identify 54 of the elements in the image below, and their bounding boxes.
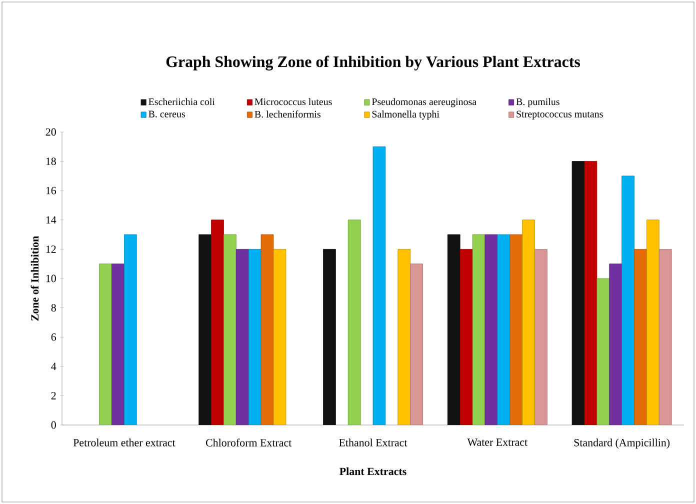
y-tick-label: 6: [51, 333, 56, 341]
x-tick-label: Standard (Ampicillin): [574, 438, 670, 449]
bar: [510, 234, 522, 425]
y-tick-label: 20: [46, 128, 56, 136]
legend-label: Escheriichia coli: [148, 98, 215, 106]
y-tick-label: 10: [46, 274, 56, 282]
bar: [460, 249, 473, 425]
bar: [398, 249, 411, 425]
y-tick-label: 4: [51, 362, 56, 370]
bar: [248, 249, 262, 425]
x-tick-label: Chloroform Extract: [206, 438, 292, 446]
bar: [584, 161, 598, 425]
x-tick-label: Petroleum ether extract: [73, 438, 176, 446]
y-tick-label: 0: [51, 421, 56, 429]
y-tick-label: 2: [51, 392, 56, 400]
x-tick-label: Water Extract: [467, 438, 528, 446]
bar: [646, 220, 660, 425]
bar: [658, 249, 672, 425]
y-tick-label: 8: [51, 304, 56, 312]
legend-label: Streptococcus mutans: [516, 110, 603, 120]
x-axis-title: Plant Extracts: [340, 467, 406, 476]
legend-label: B. pumilus: [516, 98, 560, 108]
chart-title: Graph Showing Zone of Inhibition by Various Plant Extracts: [166, 56, 580, 70]
bar: [472, 234, 486, 425]
legend-label: Salmonella typhi: [372, 110, 440, 120]
bar: [124, 234, 137, 425]
bar: [497, 234, 510, 425]
legend-label: Micrococcus luteus: [254, 98, 332, 106]
bar: [622, 176, 634, 425]
bar: [534, 249, 548, 425]
bar: [99, 264, 112, 425]
bar: [348, 220, 361, 425]
bar: [596, 278, 610, 425]
bar: [236, 249, 249, 425]
legend-label: Pseudomonas aereuginosa: [372, 98, 476, 108]
bar: [484, 234, 498, 425]
bar: [634, 249, 647, 425]
x-tick-label: Ethanol Extract: [339, 438, 408, 446]
bar: [522, 220, 535, 425]
bar: [112, 264, 124, 425]
bar: [224, 234, 236, 425]
legend-label: B. cereus: [148, 110, 186, 118]
y-tick-label: 14: [46, 216, 56, 224]
y-tick-label: 18: [46, 158, 56, 165]
y-axis-title: Zone of Inhibition: [30, 236, 39, 321]
bar: [372, 146, 386, 425]
bar: [260, 234, 274, 425]
y-tick-label: 16: [46, 186, 56, 194]
bar: [609, 264, 622, 425]
legend-label: B. lecheniformis: [254, 110, 321, 118]
bar: [211, 220, 224, 425]
y-tick-label: 12: [46, 246, 56, 253]
bar: [410, 264, 423, 425]
bar: [273, 249, 286, 425]
